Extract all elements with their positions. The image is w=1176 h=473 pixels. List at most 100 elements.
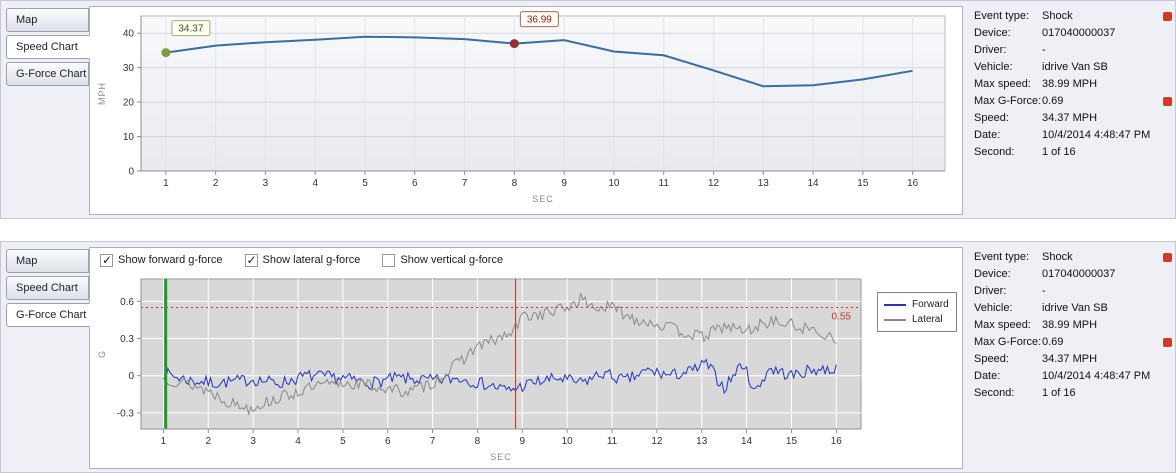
tab-map[interactable]: Map	[6, 249, 89, 273]
svg-text:4: 4	[295, 436, 301, 447]
svg-text:4: 4	[312, 178, 318, 189]
speed-chart[interactable]: 1 2 3 4 5 6 7 8 9 10 11 12 13 14 15 16010203040SECMPH34…	[91, 8, 961, 213]
info-value: -	[1042, 44, 1046, 56]
gforce-chart-box: Show forward g-force Show lateral g-forc…	[89, 247, 963, 469]
legend-entry-lateral: Lateral	[884, 312, 950, 327]
svg-text:-0.3: -0.3	[117, 408, 135, 419]
info-row-vehicle: Vehicle: idrive Van SB	[974, 59, 1173, 76]
info-row-second: Second: 1 of 16	[974, 385, 1173, 402]
alert-icon	[1163, 12, 1172, 21]
svg-text:16: 16	[907, 178, 919, 189]
info-row-max-speed: Max speed: 38.99 MPH	[974, 76, 1173, 93]
svg-text:20: 20	[123, 98, 135, 109]
checkbox-label: Show vertical g-force	[400, 254, 504, 266]
info-label: Date:	[974, 129, 1001, 141]
lateral-line-swatch	[884, 318, 906, 321]
info-value: Shock	[1042, 10, 1073, 22]
info-value: Shock	[1042, 251, 1073, 263]
info-row-max-gforce: Max G-Force: 0.69	[974, 93, 1173, 110]
svg-text:10: 10	[608, 178, 620, 189]
info-value: 38.99 MPH	[1042, 78, 1098, 90]
info-label: Driver:	[974, 44, 1007, 56]
forward-line-swatch	[884, 303, 906, 306]
svg-text:16: 16	[831, 436, 843, 447]
info-row-speed: Speed: 34.37 MPH	[974, 351, 1173, 368]
svg-text:13: 13	[696, 436, 708, 447]
svg-text:11: 11	[659, 178, 670, 189]
info-label: Device:	[974, 27, 1011, 39]
svg-text:0.55: 0.55	[832, 312, 852, 323]
tab-speed-chart[interactable]: Speed Chart	[6, 276, 89, 300]
svg-text:2: 2	[206, 436, 212, 447]
info-row-max-gforce: Max G-Force: 0.69	[974, 334, 1173, 351]
gforce-chart[interactable]: 0.551 2 3 4 5 6 7 8 9 10 11 12 13 14 15 16-0.300.30.6SE…	[91, 273, 961, 469]
svg-text:6: 6	[412, 178, 418, 189]
svg-text:34.37: 34.37	[178, 24, 203, 35]
svg-text:10: 10	[123, 132, 135, 143]
svg-text:SEC: SEC	[532, 194, 554, 204]
svg-text:14: 14	[741, 436, 753, 447]
info-row-vehicle: Vehicle: idrive Van SB	[974, 300, 1173, 317]
checkbox-label: Show forward g-force	[118, 254, 223, 266]
svg-text:3: 3	[250, 436, 256, 447]
svg-text:6: 6	[385, 436, 391, 447]
svg-text:8: 8	[512, 178, 518, 189]
info-value: -	[1042, 285, 1046, 297]
tabstrip-bottom: Map Speed Chart G-Force Chart	[6, 249, 90, 330]
svg-text:0.6: 0.6	[120, 297, 134, 308]
checkbox-label: Show lateral g-force	[262, 254, 361, 266]
info-label: Device:	[974, 268, 1011, 280]
svg-text:5: 5	[340, 436, 346, 447]
info-row-second: Second: 1 of 16	[974, 144, 1173, 161]
svg-text:G: G	[97, 350, 107, 358]
svg-text:14: 14	[808, 178, 820, 189]
info-label: Date:	[974, 370, 1001, 382]
info-row-driver: Driver: -	[974, 42, 1173, 59]
svg-text:15: 15	[786, 436, 798, 447]
svg-text:30: 30	[123, 63, 135, 74]
info-value: 38.99 MPH	[1042, 319, 1098, 331]
svg-text:3: 3	[263, 178, 269, 189]
alert-icon	[1163, 253, 1172, 262]
info-label: Max speed:	[974, 78, 1031, 90]
svg-text:0: 0	[128, 167, 134, 178]
info-label: Speed:	[974, 353, 1009, 365]
svg-text:1: 1	[163, 178, 169, 189]
info-label: Vehicle:	[974, 302, 1013, 314]
tab-gforce-chart[interactable]: G-Force Chart	[6, 62, 89, 86]
info-value: 017040000037	[1042, 27, 1116, 39]
checkbox-show-lateral-gforce[interactable]: Show lateral g-force	[244, 253, 361, 267]
info-value: 34.37 MPH	[1042, 112, 1098, 124]
info-label: Second:	[974, 146, 1015, 158]
legend-entry-forward: Forward	[884, 297, 950, 312]
info-row-device: Device: 017040000037	[974, 25, 1173, 42]
checkbox-icon	[100, 253, 113, 267]
svg-text:40: 40	[123, 29, 135, 40]
checkbox-show-vertical-gforce[interactable]: Show vertical g-force	[382, 253, 504, 267]
gforce-toggles: Show forward g-force Show lateral g-forc…	[90, 248, 962, 272]
tab-map[interactable]: Map	[6, 8, 89, 32]
tab-speed-chart[interactable]: Speed Chart	[6, 35, 90, 59]
checkbox-show-forward-gforce[interactable]: Show forward g-force	[100, 253, 223, 267]
info-label: Event type:	[974, 10, 1030, 22]
gforce-chart-panel: Map Speed Chart G-Force Chart Show forwa…	[0, 241, 1176, 473]
svg-text:2: 2	[213, 178, 219, 189]
info-value: 1 of 16	[1042, 146, 1076, 158]
svg-text:7: 7	[430, 436, 436, 447]
legend-label: Forward	[912, 299, 949, 310]
info-label: Driver:	[974, 285, 1007, 297]
svg-text:11: 11	[607, 436, 618, 447]
info-row-date: Date: 10/4/2014 4:48:47 PM	[974, 127, 1173, 144]
alert-icon	[1163, 338, 1172, 347]
info-label: Max G-Force:	[974, 336, 1042, 348]
svg-text:9: 9	[520, 436, 526, 447]
svg-text:15: 15	[857, 178, 869, 189]
svg-text:8: 8	[475, 436, 481, 447]
alert-icon	[1163, 97, 1172, 106]
info-label: Speed:	[974, 112, 1009, 124]
tab-gforce-chart[interactable]: G-Force Chart	[6, 303, 90, 327]
event-info-bottom: Event type: Shock Device: 017040000037 Dri…	[974, 249, 1173, 402]
info-row-driver: Driver: -	[974, 283, 1173, 300]
svg-text:36.99: 36.99	[527, 15, 552, 26]
